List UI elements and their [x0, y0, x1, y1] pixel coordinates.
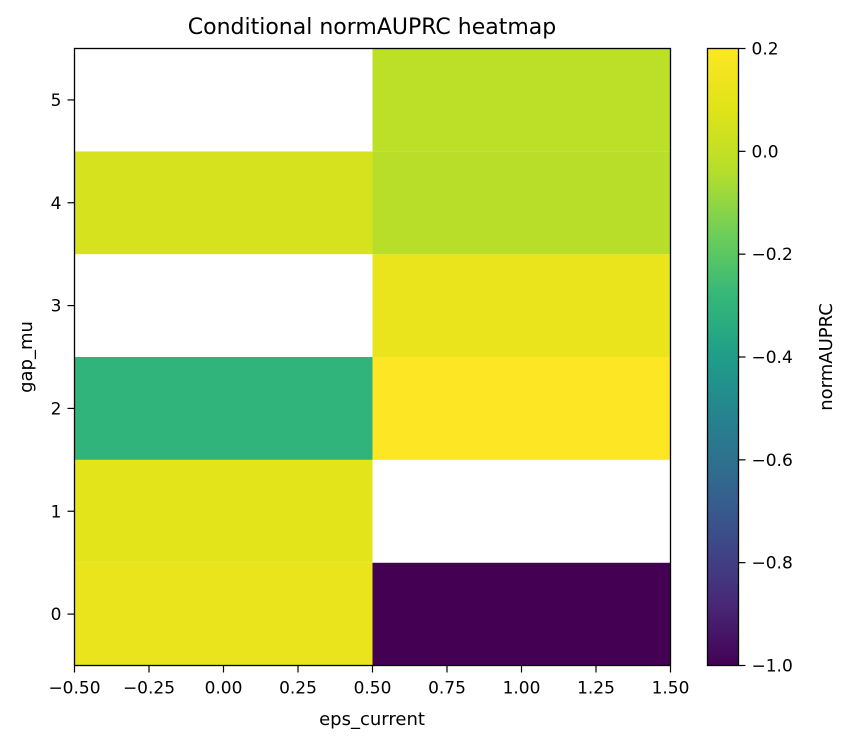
y-axis-ticks: 0 1 2 3 4 5	[51, 91, 75, 625]
colorbar-tick-label: −1.0	[752, 657, 793, 677]
x-axis-ticks: −0.50 −0.25 0.00 0.25 0.50 0.75 1.00 1.25 1.50	[48, 665, 690, 699]
x-tick-label: −0.25	[123, 679, 175, 699]
x-tick-label: 0.50	[354, 679, 392, 699]
y-tick-label: 5	[51, 91, 62, 111]
x-tick-label: 0.75	[428, 679, 466, 699]
y-tick-label: 0	[51, 605, 62, 625]
heatmap-cell	[372, 459, 671, 563]
y-tick-label: 2	[51, 399, 62, 419]
colorbar-ticks: 0.2 0.0 −0.2 −0.4 −0.6 −0.8 −1.0	[738, 40, 793, 677]
x-tick-label: −0.50	[48, 679, 100, 699]
heatmap-cell	[74, 151, 373, 255]
heatmap-cell	[74, 459, 373, 563]
x-tick-label: 1.25	[577, 679, 615, 699]
x-tick-label: 0.00	[205, 679, 243, 699]
heatmap-cell	[74, 357, 373, 460]
y-tick-label: 3	[51, 297, 62, 317]
x-tick-label: 1.50	[652, 679, 690, 699]
x-tick-label: 0.25	[279, 679, 317, 699]
chart-title: Conditional normAUPRC heatmap	[188, 15, 557, 40]
x-axis-label: eps_current	[319, 709, 425, 730]
heatmap-cell	[74, 254, 373, 357]
colorbar-tick-label: −0.6	[752, 451, 793, 471]
heatmap-cell	[372, 562, 671, 666]
y-axis-label: gap_mu	[16, 321, 37, 393]
y-tick-label: 1	[51, 502, 62, 522]
heatmap-cell	[372, 48, 671, 152]
colorbar-tick-label: 0.2	[752, 40, 779, 60]
heatmap-cell	[372, 254, 671, 357]
colorbar-tick-label: −0.2	[752, 245, 793, 265]
x-tick-label: 1.00	[503, 679, 541, 699]
heatmap-cell	[74, 562, 373, 666]
colorbar-gradient	[706, 47, 740, 667]
colorbar-tick-label: −0.8	[752, 554, 793, 574]
heatmap-cell	[372, 357, 671, 460]
colorbar-tick-label: 0.0	[752, 142, 779, 162]
colorbar-label: normAUPRC	[816, 303, 837, 411]
colorbar-tick-label: −0.4	[752, 348, 793, 368]
y-tick-label: 4	[51, 194, 62, 214]
heatmap-cell	[372, 151, 671, 255]
heatmap-cells	[74, 48, 671, 666]
heatmap-cell	[74, 48, 373, 152]
